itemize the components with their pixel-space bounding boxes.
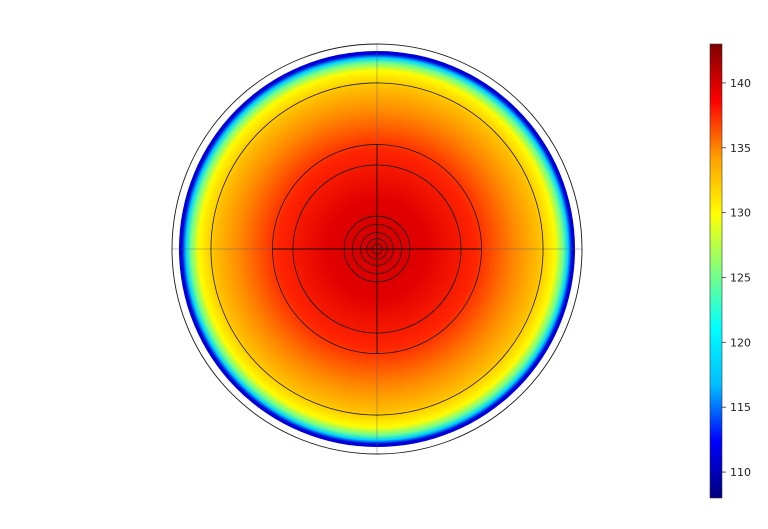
contour-circle — [292, 164, 462, 334]
contour-circle — [366, 238, 388, 260]
contour-circle — [171, 43, 583, 455]
contour-circle — [343, 215, 411, 283]
colorbar-tick-label: 135 — [730, 142, 751, 155]
contour-circle — [360, 232, 394, 266]
colorbar: 110 115 120 125 130 135 140 — [709, 43, 751, 499]
colorbar-tick-label: 125 — [730, 271, 751, 284]
colorbar-tick-label: 115 — [730, 401, 751, 414]
contour-circle — [272, 144, 482, 354]
colorbar-tick-label: 130 — [730, 207, 751, 220]
contour-circle — [351, 223, 402, 274]
colorbar-tick-label: 120 — [730, 336, 751, 349]
contour-circle — [371, 243, 383, 255]
contour-circle — [210, 82, 544, 416]
colorbar-tick-label: 110 — [730, 466, 751, 479]
colorbar-gradient — [709, 43, 723, 499]
geometry-outline — [171, 43, 583, 455]
colorbar-tick-label: 140 — [730, 77, 751, 90]
